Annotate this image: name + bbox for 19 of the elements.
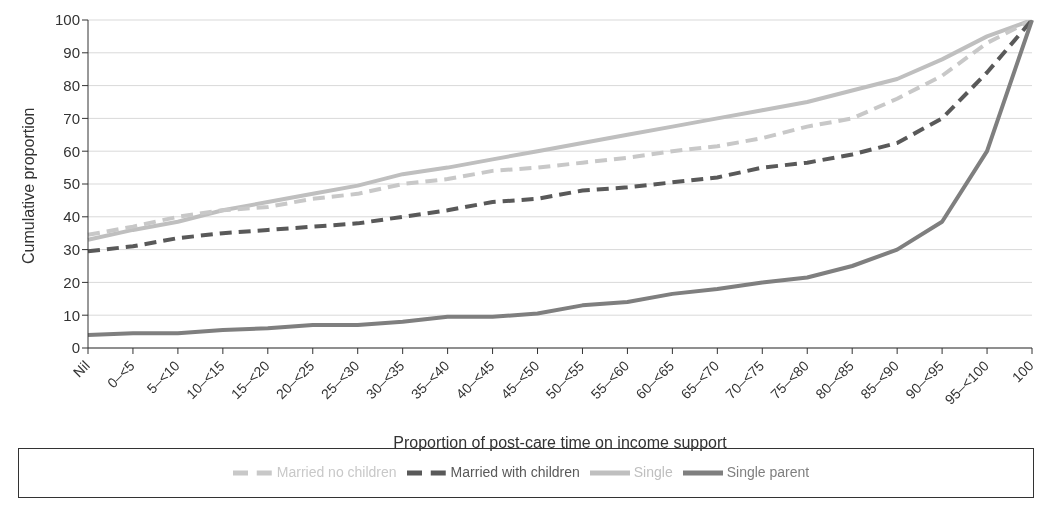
y-tick-label: 10 xyxy=(63,306,80,324)
y-tick-label: 40 xyxy=(63,208,80,226)
legend-label: Married with children xyxy=(450,463,580,480)
legend-label: Single xyxy=(633,463,673,480)
y-tick-label: 30 xyxy=(63,240,80,258)
y-tick-label: 70 xyxy=(63,109,80,127)
x-tick-label: Nil xyxy=(69,357,93,381)
y-axis-title: Cumulative proportion xyxy=(19,107,37,264)
line-series xyxy=(86,20,1034,337)
x-axis-title: Proportion of post-care time on income support xyxy=(393,434,728,451)
y-tick-label: 20 xyxy=(63,273,80,291)
y-tick-label: 90 xyxy=(63,44,80,62)
y-tick-label: 0 xyxy=(71,339,80,357)
y-tick-label: 60 xyxy=(63,142,80,160)
y-tick-label: 80 xyxy=(63,76,80,94)
x-tick-label: 100 xyxy=(1008,357,1037,386)
legend-label: Single parent xyxy=(726,463,810,480)
y-tick-label: 100 xyxy=(54,11,80,29)
y-tick-label: 50 xyxy=(63,175,80,193)
